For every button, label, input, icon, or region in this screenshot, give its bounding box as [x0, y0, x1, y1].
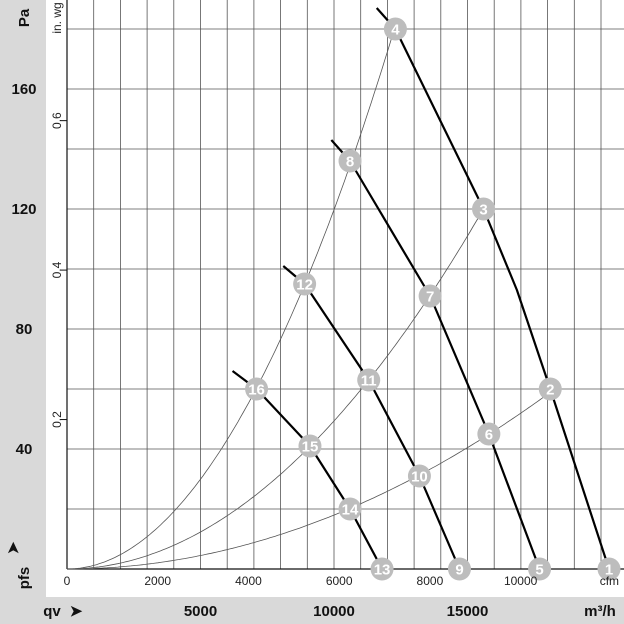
operating-point-marker — [298, 434, 322, 458]
operating-point-marker — [357, 368, 381, 392]
operating-point-marker — [383, 17, 407, 41]
operating-point-label: 7 — [426, 289, 434, 306]
x2-tick-label: 0 — [64, 574, 71, 588]
y2-unit-label: in. wg — [50, 2, 64, 33]
operating-point-label: 15 — [302, 439, 319, 456]
operating-point-label: 4 — [391, 22, 400, 39]
operating-point-marker — [538, 377, 562, 401]
operating-point-label: 13 — [374, 562, 391, 579]
system-curve — [67, 208, 484, 570]
fan-curve — [282, 265, 461, 570]
operating-point-marker — [407, 464, 431, 488]
x-unit-label: m³/h — [584, 603, 616, 620]
x2-tick-label: 8000 — [417, 574, 444, 588]
y-tick-label: 40 — [16, 441, 33, 458]
x2-tick-label: 4000 — [235, 574, 262, 588]
x-tick-label: 15000 — [447, 603, 489, 620]
operating-point-label: 2 — [546, 382, 554, 399]
y2-tick-label: 0.6 — [50, 112, 64, 129]
fan-curve — [330, 139, 541, 570]
operating-point-label: 5 — [535, 562, 543, 579]
operating-point-marker — [528, 557, 552, 581]
operating-point-label: 10 — [411, 469, 428, 486]
y2-tick-label: 0.4 — [50, 261, 64, 278]
x-axis-label: qv — [43, 603, 61, 620]
y-axis-arrow: ➤ — [5, 541, 22, 554]
operating-point-marker — [245, 377, 269, 401]
operating-point-label: 16 — [248, 382, 265, 399]
y-tick-label: 120 — [11, 201, 36, 218]
operating-point-marker — [418, 284, 442, 308]
operating-point-marker — [447, 557, 471, 581]
operating-point-marker — [597, 557, 621, 581]
operating-point-marker — [477, 422, 501, 446]
system-curve — [67, 391, 551, 570]
operating-point-label: 9 — [455, 562, 463, 579]
operating-point-marker — [472, 197, 496, 221]
x2-tick-label: 2000 — [144, 574, 171, 588]
operating-point-label: 11 — [361, 373, 377, 390]
y-tick-label: 80 — [16, 321, 33, 338]
y2-tick-label: 0.2 — [50, 411, 64, 428]
x2-tick-label: 10000 — [504, 574, 538, 588]
y-unit-label: Pa — [16, 8, 33, 27]
y-axis-label: pfs — [16, 567, 33, 590]
bottom-panel — [0, 597, 624, 624]
operating-point-marker — [293, 272, 317, 296]
operating-point-label: 14 — [342, 502, 359, 519]
x-axis-arrow: ➤ — [70, 603, 83, 620]
x-tick-label: 10000 — [313, 603, 355, 620]
operating-point-marker — [338, 149, 362, 173]
operating-point-label: 12 — [296, 277, 313, 294]
operating-point-marker — [338, 497, 362, 521]
x2-tick-label: 6000 — [326, 574, 353, 588]
x-tick-label: 5000 — [184, 603, 217, 620]
left-panel — [0, 0, 46, 624]
system-curve — [67, 25, 396, 570]
operating-point-marker — [370, 557, 394, 581]
x2-unit-label: cfm — [600, 574, 619, 588]
operating-point-label: 6 — [485, 427, 493, 444]
operating-point-label: 3 — [479, 202, 487, 219]
operating-point-label: 8 — [346, 154, 354, 171]
operating-point-label: 1 — [605, 562, 613, 579]
y-tick-label: 160 — [11, 81, 36, 98]
